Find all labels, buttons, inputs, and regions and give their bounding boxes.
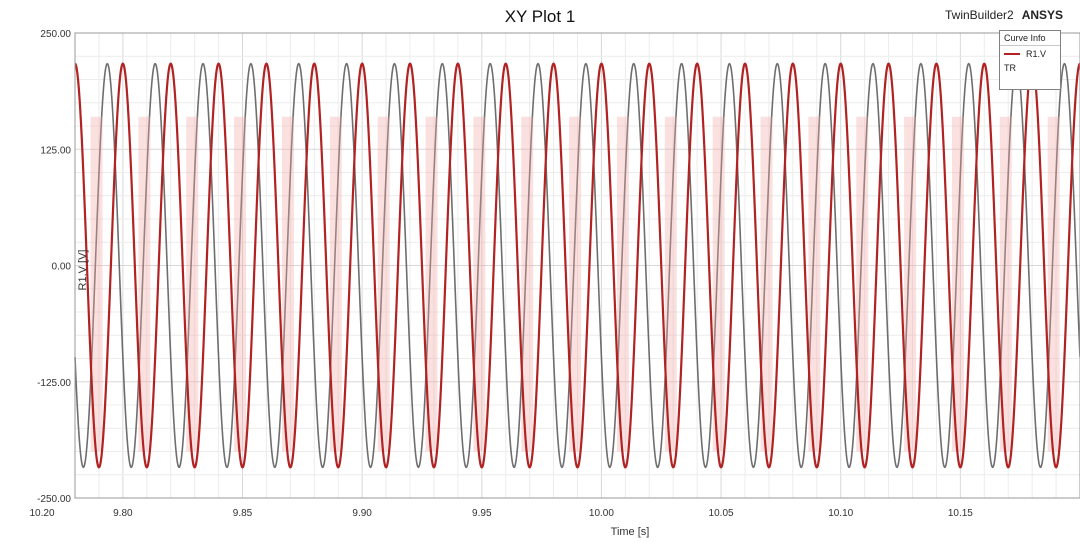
x-tick-label: 9.90 bbox=[352, 508, 372, 519]
ghost-band bbox=[569, 116, 582, 452]
x-tick-label: 10.20 bbox=[29, 508, 54, 519]
ghost-band bbox=[808, 116, 821, 452]
y-tick-label: 250.00 bbox=[40, 29, 71, 40]
ghost-band bbox=[664, 116, 677, 452]
ghost-band bbox=[186, 116, 199, 452]
legend-heading: Curve Info bbox=[1000, 31, 1060, 46]
y-tick-label: 125.00 bbox=[40, 145, 71, 156]
ghost-band bbox=[377, 116, 390, 452]
y-tick-label: -250.00 bbox=[37, 494, 71, 505]
x-tick-label: 9.95 bbox=[472, 508, 492, 519]
ghost-band bbox=[329, 116, 342, 452]
axes bbox=[74, 32, 1080, 499]
ghost-band bbox=[856, 116, 869, 452]
ghost-band bbox=[138, 116, 151, 452]
grid bbox=[74, 32, 1080, 499]
y-tick-labels: 250.00 125.00 0.00 -125.00 -250.00 bbox=[37, 29, 71, 505]
x-tick-label: 9.85 bbox=[233, 508, 253, 519]
ghost-band bbox=[234, 116, 247, 452]
legend-swatch bbox=[1004, 53, 1020, 55]
plot-frame bbox=[74, 32, 1080, 499]
ghost-band bbox=[1047, 116, 1060, 452]
legend-entry-label: R1.V bbox=[1026, 49, 1047, 59]
chart-title: XY Plot 1 bbox=[505, 7, 576, 26]
ghost-band bbox=[281, 116, 294, 452]
ghost-band bbox=[425, 116, 438, 452]
legend-entry[interactable]: R1.V bbox=[1000, 46, 1060, 59]
y-tick-label: -125.00 bbox=[37, 378, 71, 389]
ghost-band bbox=[712, 116, 725, 452]
ghost-curve-layer bbox=[74, 62, 1080, 469]
x-tick-label: 10.05 bbox=[709, 508, 734, 519]
ghost-band bbox=[951, 116, 964, 452]
x-tick-label: 9.80 bbox=[113, 508, 133, 519]
ghost-band bbox=[473, 116, 486, 452]
x-tick-label: 10.00 bbox=[589, 508, 614, 519]
series-line-r1-v bbox=[74, 62, 1080, 469]
ghost-band bbox=[760, 116, 773, 452]
ghost-band bbox=[999, 116, 1012, 452]
x-tick-label: 10.15 bbox=[948, 508, 973, 519]
x-axis-label: Time [s] bbox=[611, 526, 650, 538]
brand-header: TwinBuilder2 ANSYS bbox=[945, 8, 1063, 22]
y-tick-label: 0.00 bbox=[52, 262, 72, 273]
ghost-band bbox=[616, 116, 629, 452]
ghost-band bbox=[521, 116, 534, 452]
x-tick-label: 10.10 bbox=[828, 508, 853, 519]
legend-subtitle: TR bbox=[1004, 63, 1016, 73]
ghost-band bbox=[904, 116, 917, 452]
series-layer bbox=[74, 62, 1080, 469]
legend[interactable]: Curve Info R1.V TR bbox=[999, 30, 1061, 90]
brand-company: ANSYS bbox=[1021, 8, 1064, 22]
brand-product: TwinBuilder2 bbox=[945, 8, 1014, 22]
ghost-band bbox=[90, 116, 103, 452]
y-axis-label: R1.V [V] bbox=[77, 250, 89, 291]
x-tick-labels: 9.80 9.85 9.90 9.95 10.00 10.05 10.10 10.15 10.2… bbox=[29, 508, 973, 519]
ghost-curve bbox=[74, 62, 1080, 469]
